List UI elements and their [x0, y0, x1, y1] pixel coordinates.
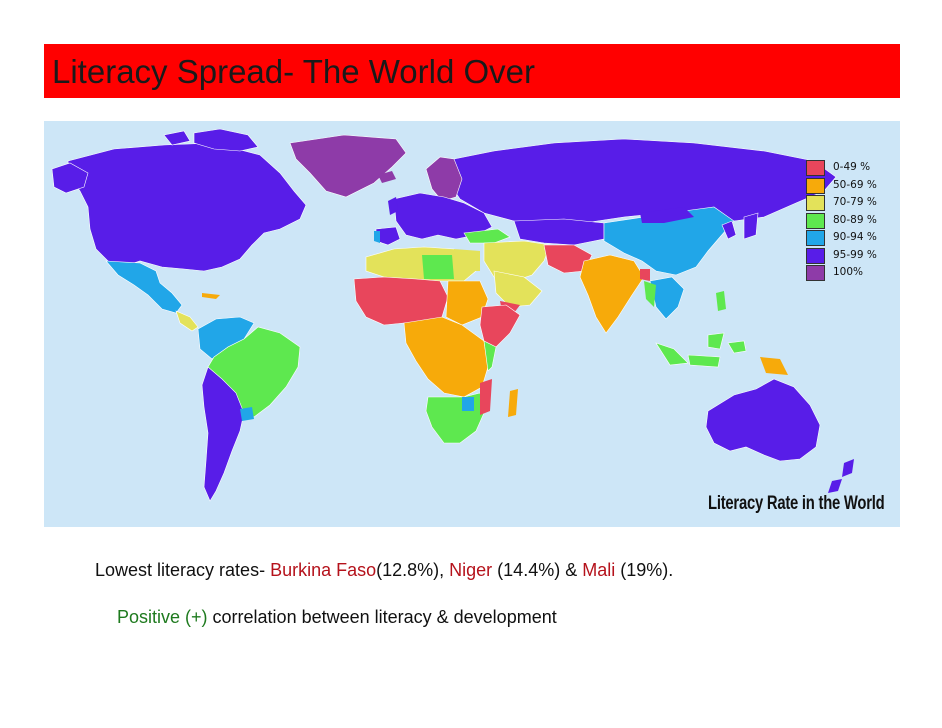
legend-item: 95-99 % [806, 247, 877, 265]
region-southern-africa [425, 392, 485, 444]
region-myanmar [644, 281, 656, 307]
map-caption: Literacy Rate in the World [708, 493, 885, 514]
positive-highlight: Positive (+) [117, 607, 208, 627]
note-prefix: Lowest literacy rates- [95, 560, 271, 580]
legend-label: 100% [833, 266, 864, 278]
legend-item: 80-89 % [806, 212, 877, 230]
region-mongolia [640, 207, 694, 223]
region-greenland [289, 134, 407, 198]
region-central-asia [513, 218, 605, 246]
legend-label: 0-49 % [833, 161, 871, 173]
legend-swatch [806, 195, 825, 211]
region-india [579, 254, 645, 334]
correlation-note: Positive (+) correlation between literac… [117, 607, 557, 628]
region-central-africa [403, 316, 489, 398]
world-literacy-map: 0-49 % 50-69 % 70-79 % 80-89 % 90-94 % 9… [44, 121, 900, 527]
legend-item: 100% [806, 264, 866, 282]
region-east-africa [483, 340, 497, 372]
region-turkey [463, 228, 511, 244]
legend-swatch [806, 265, 825, 281]
region-horn-of-africa [479, 304, 521, 348]
lowest-literacy-note: Lowest literacy rates- Burkina Faso(12.8… [95, 560, 673, 581]
country-mali: Mali [582, 560, 616, 580]
correlation-text: correlation between literacy & developme… [207, 607, 557, 627]
map-legend: 0-49 % 50-69 % 70-79 % 80-89 % 90-94 % 9… [806, 159, 877, 282]
legend-item: 70-79 % [806, 194, 877, 212]
value-mali: (19%). [615, 560, 674, 580]
legend-label: 80-89 % [833, 213, 877, 226]
region-zimbabwe [462, 397, 474, 411]
region-paraguay [240, 407, 254, 421]
legend-swatch [806, 177, 825, 194]
region-arctic-islands [163, 128, 259, 152]
legend-label: 95-99 % [833, 248, 877, 261]
region-philippines [716, 291, 726, 311]
legend-swatch [806, 160, 825, 176]
region-arabia [493, 270, 543, 308]
legend-label: 70-79 % [833, 196, 877, 208]
legend-label: 90-94 % [833, 231, 877, 243]
legend-item: 50-69 % [806, 177, 877, 195]
region-madagascar [508, 389, 518, 417]
region-portugal [374, 231, 380, 243]
region-bangladesh [640, 269, 650, 281]
region-scandinavia [425, 156, 463, 202]
region-alaska [51, 162, 89, 194]
slide-title: Literacy Spread- The World Over [52, 53, 535, 90]
region-mozambique [480, 379, 492, 415]
legend-swatch [806, 230, 825, 246]
region-korea-japan [721, 212, 759, 240]
region-north-america [67, 142, 307, 272]
country-burkina-faso: Burkina Faso [270, 560, 377, 580]
title-bar: Literacy Spread- The World Over [44, 44, 900, 98]
region-west-africa [353, 276, 449, 326]
region-caribbean [202, 293, 220, 299]
legend-label: 50-69 % [833, 178, 877, 191]
value-niger: (14.4%) & [492, 560, 583, 580]
region-iceland [378, 171, 396, 183]
value-burkina-faso: (12.8%), [376, 560, 450, 580]
region-new-zealand [828, 459, 854, 493]
region-egypt-area [454, 249, 480, 271]
region-middle-east [483, 240, 551, 282]
region-british-isles [388, 197, 398, 215]
region-australia [705, 378, 821, 462]
region-south-america-south [201, 366, 245, 502]
region-central-america [175, 310, 199, 332]
world-map-drawing [51, 128, 854, 502]
legend-item: 90-94 % [806, 229, 877, 247]
region-libya [422, 255, 454, 279]
region-papua [760, 357, 788, 375]
region-indochina [649, 276, 685, 320]
legend-swatch [806, 212, 825, 229]
region-indonesia [655, 332, 747, 368]
region-china [603, 206, 735, 276]
country-niger: Niger [449, 560, 493, 580]
legend-swatch [806, 247, 825, 264]
region-mexico [105, 260, 183, 314]
region-russia [443, 138, 837, 226]
legend-item: 0-49 % [806, 159, 870, 177]
